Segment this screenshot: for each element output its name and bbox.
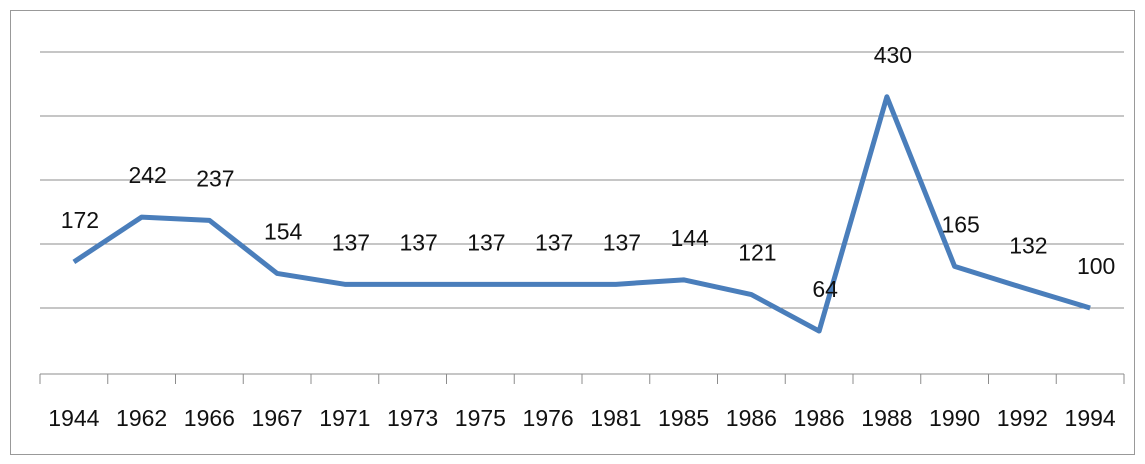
data-label: 237 [196, 165, 234, 191]
data-label: 137 [535, 229, 573, 255]
x-tick-label: 1971 [319, 405, 370, 431]
x-tick-label: 1967 [252, 405, 303, 431]
x-tick-label: 1981 [590, 405, 641, 431]
x-tick-label: 1985 [658, 405, 709, 431]
data-label: 137 [332, 229, 370, 255]
data-label: 144 [670, 225, 709, 251]
x-tick-label: 1973 [387, 405, 438, 431]
data-label: 165 [941, 211, 979, 237]
x-tick-label: 1975 [455, 405, 506, 431]
x-tick-label: 1966 [184, 405, 235, 431]
data-label: 137 [603, 229, 641, 255]
data-label: 137 [399, 229, 437, 255]
x-tick-label: 1992 [997, 405, 1048, 431]
x-tick-label: 1962 [116, 405, 167, 431]
data-label: 137 [467, 229, 505, 255]
data-label: 64 [812, 276, 838, 302]
data-label: 100 [1077, 253, 1115, 279]
x-tick-label: 1976 [523, 405, 574, 431]
data-label: 154 [264, 219, 303, 245]
data-label: 172 [61, 207, 99, 233]
x-tick-label: 1944 [48, 405, 99, 431]
x-tick-label: 1994 [1065, 405, 1116, 431]
x-tick-label: 1988 [861, 405, 912, 431]
x-tick-label: 1990 [929, 405, 980, 431]
data-label: 121 [738, 240, 776, 266]
data-label: 132 [1009, 233, 1047, 259]
x-tick-label: 1986 [726, 405, 777, 431]
data-line [72, 94, 1091, 334]
x-tick-label: 1986 [794, 405, 845, 431]
data-label: 430 [874, 42, 912, 68]
data-label: 242 [128, 162, 166, 188]
chart-frame [10, 10, 1135, 455]
